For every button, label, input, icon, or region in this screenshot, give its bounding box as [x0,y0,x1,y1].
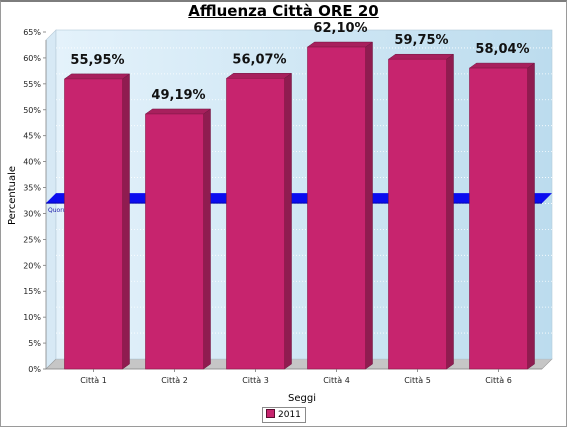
bar-top [225,73,293,79]
data-label: 55,95% [70,53,124,68]
bar [64,78,123,370]
bar-side [527,62,535,370]
y-axis-label: Percentuale [7,166,18,225]
bar-top [144,108,212,115]
y-tick-label: 10% [23,313,41,322]
y-tick-label: 15% [23,287,41,296]
bar [307,46,366,370]
x-tick-label: Città 6 [485,376,512,385]
bar-side [203,108,211,370]
bar-side [284,72,292,370]
x-axis-label: Seggi [288,393,316,404]
bar-side [365,41,373,370]
bar [469,67,528,370]
legend-label: 2011 [278,410,301,420]
legend-swatch [266,409,275,418]
y-tick-label: 40% [23,158,41,167]
bar [388,58,447,370]
bar-top [468,62,536,69]
x-tick-label: Città 4 [323,376,350,385]
y-tick-label: 5% [28,339,41,348]
y-tick-label: 0% [28,365,41,374]
y-tick-label: 25% [23,235,41,244]
bar-side [122,73,130,370]
data-label: 56,07% [232,52,286,67]
data-label: 58,04% [475,42,529,57]
bar-side [446,53,454,370]
data-label: 49,19% [151,88,205,103]
bar-top [387,53,455,60]
chart-title: Affluenza Città ORE 20 [188,2,379,20]
bar-top [306,41,374,48]
y-tick-label: 55% [23,80,41,89]
y-tick-label: 50% [23,106,41,115]
x-tick-label: Città 3 [242,376,269,385]
y-tick-label: 20% [23,261,41,270]
bar [226,77,285,370]
x-tick-label: Città 2 [161,376,188,385]
legend: 2011 [262,407,306,423]
x-tick-label: Città 5 [404,376,431,385]
y-tick-label: 45% [23,132,41,141]
bar [145,113,204,370]
y-tick-label: 35% [23,184,41,193]
y-tick-label: 30% [23,209,41,218]
x-tick-label: Città 1 [80,376,107,385]
data-label: 59,75% [394,33,448,48]
y-tick-label: 60% [23,54,41,63]
bar-top [63,73,131,80]
data-label: 62,10% [313,21,367,36]
y-tick-label: 65% [23,28,41,37]
